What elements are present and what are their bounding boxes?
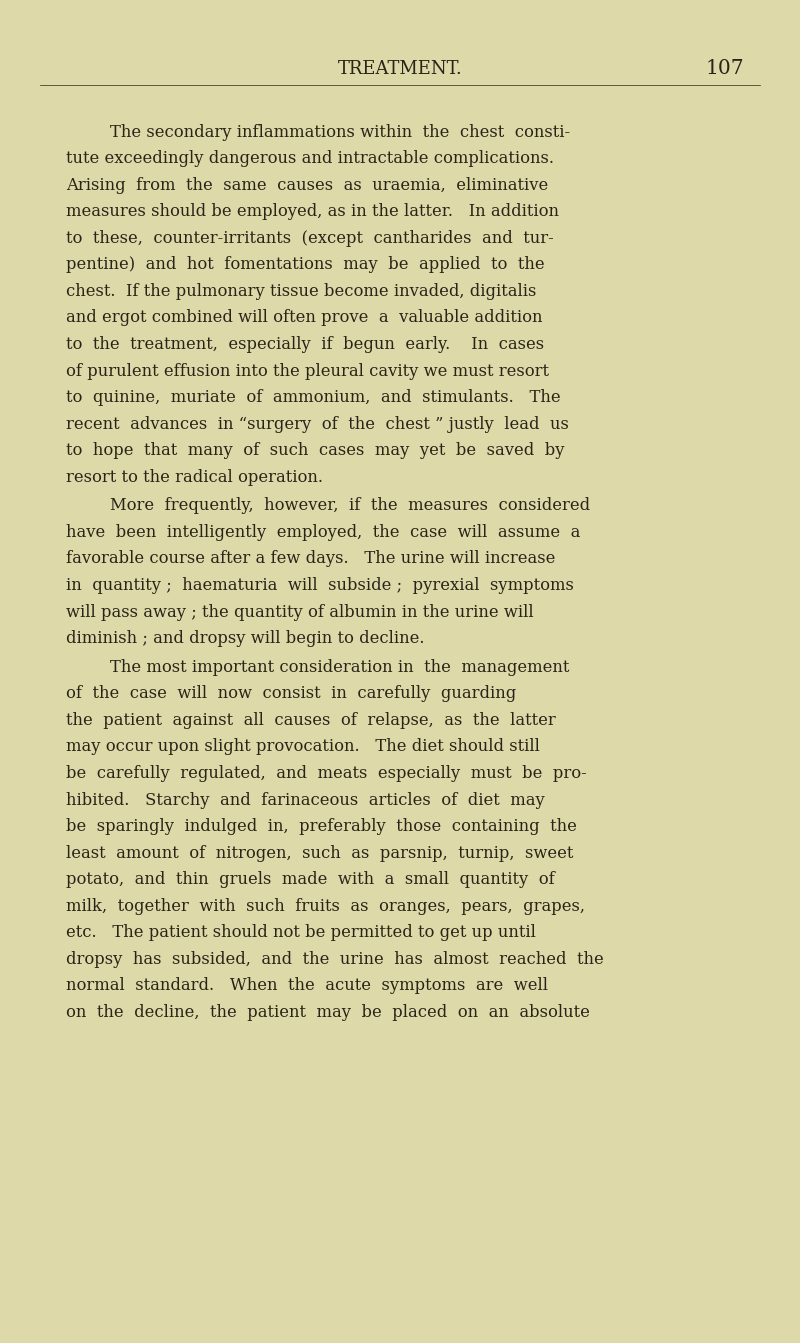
Text: recent  advances  in “surgery  of  the  chest ” justly  lead  us: recent advances in “surgery of the chest… <box>66 415 569 432</box>
Text: in  quantity ;  haematuria  will  subside ;  pyrexial  symptoms: in quantity ; haematuria will subside ; … <box>66 577 574 594</box>
Text: normal  standard.   When  the  acute  symptoms  are  well: normal standard. When the acute symptoms… <box>66 978 547 994</box>
Text: the  patient  against  all  causes  of  relapse,  as  the  latter: the patient against all causes of relaps… <box>66 712 555 729</box>
Text: least  amount  of  nitrogen,  such  as  parsnip,  turnip,  sweet: least amount of nitrogen, such as parsni… <box>66 845 573 862</box>
Text: and ergot combined will often prove  a  valuable addition: and ergot combined will often prove a va… <box>66 309 542 326</box>
Text: The secondary inflammations within  the  chest  consti-: The secondary inflammations within the c… <box>110 124 570 141</box>
Text: favorable course after a few days.   The urine will increase: favorable course after a few days. The u… <box>66 551 555 568</box>
Text: to  the  treatment,  especially  if  begun  early.    In  cases: to the treatment, especially if begun ea… <box>66 336 544 353</box>
Text: More  frequently,  however,  if  the  measures  considered: More frequently, however, if the measure… <box>110 497 590 514</box>
Text: 107: 107 <box>706 59 744 78</box>
Text: of  the  case  will  now  consist  in  carefully  guarding: of the case will now consist in carefull… <box>66 685 516 702</box>
Text: pentine)  and  hot  fomentations  may  be  applied  to  the: pentine) and hot fomentations may be app… <box>66 257 544 274</box>
Text: milk,  together  with  such  fruits  as  oranges,  pears,  grapes,: milk, together with such fruits as orang… <box>66 897 585 915</box>
Text: tute exceedingly dangerous and intractable complications.: tute exceedingly dangerous and intractab… <box>66 150 554 167</box>
Text: hibited.   Starchy  and  farinaceous  articles  of  diet  may: hibited. Starchy and farinaceous article… <box>66 791 544 808</box>
Text: be  sparingly  indulged  in,  preferably  those  containing  the: be sparingly indulged in, preferably tho… <box>66 818 577 835</box>
Text: dropsy  has  subsided,  and  the  urine  has  almost  reached  the: dropsy has subsided, and the urine has a… <box>66 951 603 968</box>
Text: may occur upon slight provocation.   The diet should still: may occur upon slight provocation. The d… <box>66 739 539 756</box>
Text: to  hope  that  many  of  such  cases  may  yet  be  saved  by: to hope that many of such cases may yet … <box>66 442 564 459</box>
Text: be  carefully  regulated,  and  meats  especially  must  be  pro-: be carefully regulated, and meats especi… <box>66 766 586 782</box>
Text: on  the  decline,  the  patient  may  be  placed  on  an  absolute: on the decline, the patient may be place… <box>66 1005 590 1021</box>
Text: have  been  intelligently  employed,  the  case  will  assume  a: have been intelligently employed, the ca… <box>66 524 580 541</box>
Text: diminish ; and dropsy will begin to decline.: diminish ; and dropsy will begin to decl… <box>66 630 424 647</box>
Text: chest.  If the pulmonary tissue become invaded, digitalis: chest. If the pulmonary tissue become in… <box>66 283 536 299</box>
Text: resort to the radical operation.: resort to the radical operation. <box>66 469 322 486</box>
Text: will pass away ; the quantity of albumin in the urine will: will pass away ; the quantity of albumin… <box>66 603 534 620</box>
Text: to  quinine,  muriate  of  ammonium,  and  stimulants.   The: to quinine, muriate of ammonium, and sti… <box>66 389 560 406</box>
Text: measures should be employed, as in the latter.   In addition: measures should be employed, as in the l… <box>66 203 558 220</box>
Text: potato,  and  thin  gruels  made  with  a  small  quantity  of: potato, and thin gruels made with a smal… <box>66 872 554 888</box>
Text: Arising  from  the  same  causes  as  uraemia,  eliminative: Arising from the same causes as uraemia,… <box>66 177 548 193</box>
Text: etc.   The patient should not be permitted to get up until: etc. The patient should not be permitted… <box>66 924 535 941</box>
Text: The most important consideration in  the  management: The most important consideration in the … <box>110 659 569 676</box>
Text: of purulent effusion into the pleural cavity we must resort: of purulent effusion into the pleural ca… <box>66 363 549 380</box>
Text: TREATMENT.: TREATMENT. <box>338 60 462 78</box>
Text: to  these,  counter-irritants  (except  cantharides  and  tur-: to these, counter-irritants (except cant… <box>66 230 554 247</box>
